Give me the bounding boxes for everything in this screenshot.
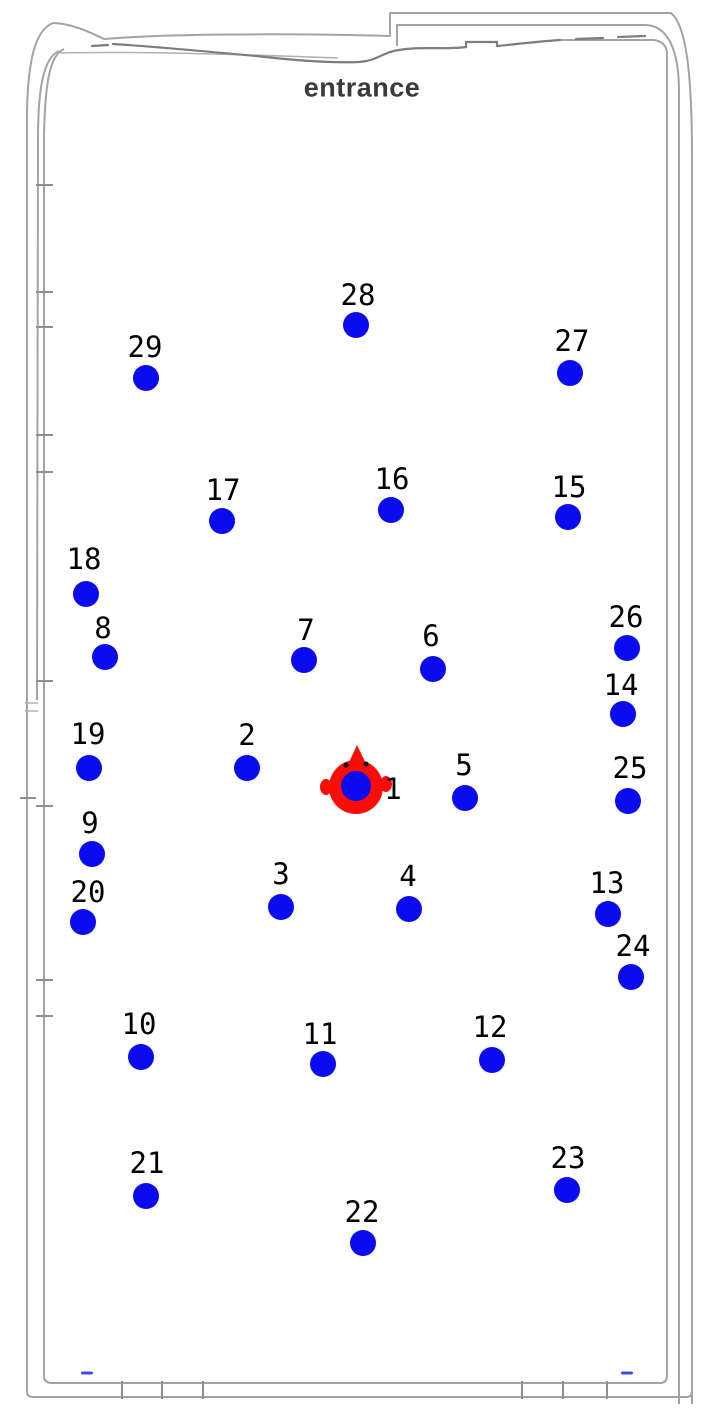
waypoint-label-29: 29 — [128, 330, 163, 364]
waypoint-label-26: 26 — [609, 600, 644, 634]
waypoint-dots — [70, 312, 644, 1256]
left-wall-joint — [25, 702, 38, 712]
waypoint-dot-17[interactable] — [209, 508, 235, 534]
waypoint-dot-23[interactable] — [554, 1177, 580, 1203]
robot-left-ear — [320, 779, 332, 795]
blue-dash-marker — [621, 1371, 633, 1375]
waypoint-dot-21[interactable] — [133, 1183, 159, 1209]
waypoint-label-7: 7 — [297, 613, 314, 647]
waypoint-dot-2[interactable] — [234, 755, 260, 781]
waypoint-dot-3[interactable] — [268, 894, 294, 920]
entrance-threshold-dashes — [90, 34, 647, 48]
waypoint-dot-22[interactable] — [350, 1230, 376, 1256]
waypoint-label-15: 15 — [552, 470, 587, 504]
waypoint-dot-5[interactable] — [452, 785, 478, 811]
entrance-label: entrance — [303, 72, 421, 103]
waypoint-dot-18[interactable] — [73, 581, 99, 607]
waypoint-label-6: 6 — [422, 619, 439, 653]
waypoint-dot-16[interactable] — [378, 497, 404, 523]
waypoint-dot-4[interactable] — [396, 896, 422, 922]
waypoint-label-11: 11 — [303, 1017, 338, 1051]
waypoint-label-19: 19 — [71, 717, 106, 751]
waypoint-label-25: 25 — [613, 751, 648, 785]
robot-left-eye — [343, 762, 349, 768]
waypoint-dot-13[interactable] — [595, 901, 621, 927]
waypoint-dot-10[interactable] — [128, 1044, 154, 1070]
waypoint-label-22: 22 — [345, 1195, 380, 1229]
waypoint-label-13: 13 — [590, 866, 625, 900]
waypoint-label-16: 16 — [375, 462, 410, 496]
waypoint-label-5: 5 — [455, 748, 472, 782]
waypoint-dot-19[interactable] — [76, 755, 102, 781]
waypoint-label-21: 21 — [130, 1146, 165, 1180]
waypoint-dot-7[interactable] — [291, 647, 317, 673]
waypoint-label-12: 12 — [473, 1010, 508, 1044]
entrance-threshold — [111, 38, 562, 64]
waypoint-label-2: 2 — [238, 718, 255, 752]
middle-wall-right — [396, 24, 680, 1404]
waypoint-dot-15[interactable] — [555, 504, 581, 530]
outer-wall — [26, 12, 693, 1398]
robot-right-eye — [363, 761, 369, 767]
waypoint-label-23: 23 — [551, 1141, 586, 1175]
waypoint-dot-8[interactable] — [92, 644, 118, 670]
top-left-inner-line — [59, 51, 339, 59]
waypoint-dot-29[interactable] — [133, 365, 159, 391]
middle-wall-left — [36, 50, 60, 701]
waypoint-dot-12[interactable] — [479, 1047, 505, 1073]
waypoint-dot-20[interactable] — [70, 909, 96, 935]
waypoint-label-4: 4 — [399, 859, 416, 893]
wall-tick-marks — [20, 184, 608, 1399]
waypoint-dot-27[interactable] — [557, 360, 583, 386]
waypoint-label-3: 3 — [272, 857, 289, 891]
waypoint-label-8: 8 — [94, 611, 111, 645]
waypoint-dot-25[interactable] — [615, 788, 641, 814]
blue-dash-markers — [81, 1371, 633, 1375]
waypoint-label-27: 27 — [555, 324, 590, 358]
waypoint-dot-11[interactable] — [310, 1051, 336, 1077]
waypoint-label-24: 24 — [616, 929, 651, 963]
robot-right-ear — [380, 776, 392, 792]
waypoint-dot-6[interactable] — [420, 656, 446, 682]
waypoint-label-20: 20 — [71, 875, 106, 909]
waypoint-label-18: 18 — [67, 542, 102, 576]
waypoint-dot-26[interactable] — [614, 635, 640, 661]
waypoint-label-10: 10 — [122, 1007, 157, 1041]
waypoint-label-14: 14 — [604, 668, 639, 702]
waypoint-dot-9[interactable] — [79, 841, 105, 867]
waypoint-dot-14[interactable] — [610, 701, 636, 727]
waypoint-label-28: 28 — [341, 278, 376, 312]
waypoint-dot-24[interactable] — [618, 964, 644, 990]
waypoint-dot-1[interactable] — [341, 771, 371, 801]
waypoint-label-1: 1 — [384, 772, 401, 806]
inner-wall — [43, 39, 668, 1384]
blue-dash-marker — [81, 1371, 93, 1375]
waypoint-label-9: 9 — [81, 806, 98, 840]
waypoint-dot-28[interactable] — [343, 312, 369, 338]
waypoint-label-17: 17 — [206, 473, 241, 507]
